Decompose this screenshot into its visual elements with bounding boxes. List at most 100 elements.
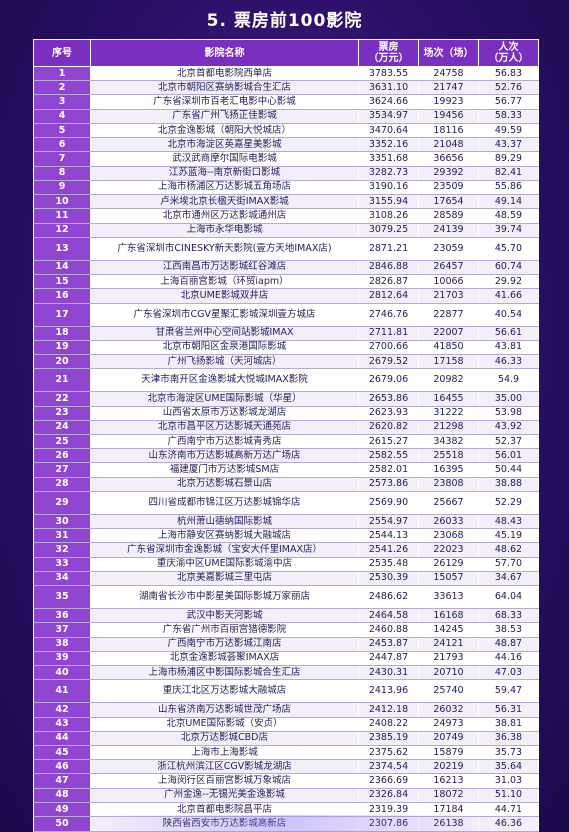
rank-cell: 27 — [33, 462, 91, 478]
box-office-cell: 2366.69 — [358, 773, 419, 789]
rank-cell: 44 — [33, 731, 91, 747]
rank-cell: 22 — [33, 391, 91, 407]
cinema-name-cell: 浙江杭州滨江区CGV影城龙湖店 — [90, 759, 359, 775]
cinema-name-cell: 江苏蓝海--南京新街口影城 — [90, 166, 359, 181]
table-row: 13 广东省深圳市CINESKY新天影院(壹方天地IMAX店) 2871.21 230… — [33, 237, 539, 261]
cinema-name-cell: 北京市通州区万达影城通州店 — [90, 208, 359, 224]
table-row: 2 北京市朝阳区赛纳影城合生汇店 3631.10 21747 52.76 — [33, 80, 539, 96]
shows-cell: 34382 — [418, 434, 479, 450]
box-office-cell: 2846.88 — [358, 260, 419, 276]
table-row: 47 上海闵行区百丽宫影城万象城店 2366.69 16213 31.03 — [33, 773, 539, 789]
shows-cell: 24973 — [418, 717, 479, 732]
cinema-name-cell: 重庆渝中区UME国际影城渝中店 — [90, 557, 359, 572]
audience-cell: 82.41 — [478, 166, 539, 181]
rank-cell: 35 — [33, 585, 91, 610]
table-row: 45 上海市上海影城 2375.62 15879 35.73 — [33, 745, 539, 761]
shows-cell: 33613 — [418, 585, 479, 610]
shows-cell: 26129 — [418, 557, 479, 572]
box-office-cell: 2375.62 — [358, 745, 419, 761]
shows-cell: 22007 — [418, 326, 479, 341]
table-row: 16 北京UME影城双井店 2812.64 21703 41.66 — [33, 288, 539, 304]
shows-cell: 10066 — [418, 274, 479, 290]
shows-cell: 21793 — [418, 651, 479, 667]
audience-cell: 49.59 — [478, 123, 539, 139]
audience-cell: 46.33 — [478, 354, 539, 370]
cinema-name-cell: 北京市朝阳区赛纳影城合生汇店 — [90, 80, 359, 96]
table-row: 50陕西省西安市万达影城高新店2307.862613846.36 — [33, 816, 539, 832]
cinema-name-cell: 北京UME国际影城（安贞） — [90, 717, 359, 732]
col-header-audience-line2: （万人） — [488, 53, 529, 64]
rank-cell: 33 — [33, 557, 91, 572]
header-row: 序号 影院名称 票房 （万元） 场次（场） 人次 （万人） — [33, 39, 539, 67]
audience-cell: 44.71 — [478, 802, 539, 818]
col-header-name: 影院名称 — [90, 39, 359, 67]
audience-cell: 57.70 — [478, 557, 539, 572]
audience-cell: 52.37 — [478, 434, 539, 450]
shows-cell: 26033 — [418, 514, 479, 530]
table-row: 7 武汉武商摩尔国际电影城 3351.68 36656 89.29 — [33, 151, 539, 167]
shows-cell: 18116 — [418, 123, 479, 139]
shows-cell: 21298 — [418, 420, 479, 435]
shows-cell: 22023 — [418, 542, 479, 558]
rank-cell: 38 — [33, 637, 91, 652]
cinema-name-cell: 上海市杨浦区中影国际影城合生汇店 — [90, 665, 359, 681]
shows-cell: 16168 — [418, 608, 479, 624]
shows-cell: 23068 — [418, 528, 479, 544]
box-office-cell: 2573.86 — [358, 477, 419, 492]
audience-cell: 48.59 — [478, 208, 539, 224]
rank-cell: 20 — [33, 354, 91, 370]
shows-cell: 14245 — [418, 622, 479, 638]
table-row: 25 广西南宁市万达影城青秀店 2615.27 34382 52.37 — [33, 434, 539, 450]
audience-cell: 60.74 — [478, 260, 539, 276]
audience-cell: 56.61 — [478, 326, 539, 341]
table-header: 序号 影院名称 票房 （万元） 场次（场） 人次 （万人） — [33, 39, 539, 67]
col-header-rank: 序号 — [33, 39, 91, 67]
table-row: 22 北京市海淀区UME国际影城（华星） 2653.86 16455 35.00 — [33, 391, 539, 407]
cinema-name-cell: 武汉武商摩尔国际电影城 — [90, 151, 359, 167]
table-row: 26 山东济南市万达影城高新万达广场店 2582.55 25518 56.01 — [33, 448, 539, 464]
rank-cell: 18 — [33, 326, 91, 341]
table-row: 44 北京万达影城CBD店 2385.19 20749 36.38 — [33, 731, 539, 747]
box-office-cell: 2812.64 — [358, 288, 419, 304]
box-office-cell: 2653.86 — [358, 391, 419, 407]
box-office-cell: 3190.16 — [358, 180, 419, 196]
shows-cell: 41850 — [418, 340, 479, 356]
box-office-cell: 2700.66 — [358, 340, 419, 356]
shows-cell: 20982 — [418, 368, 479, 393]
table-row: 5 北京金逸影城（朝阳大悦城店） 3470.64 18116 49.59 — [33, 123, 539, 139]
table-row: 32 广东省深圳市金逸影城（宝安大仟里IMAX店） 2541.26 22023 48.6… — [33, 542, 539, 558]
cinema-name-cell: 广东省深圳市CGV星聚汇影城深圳壹方城店 — [90, 303, 359, 327]
cinema-name-cell: 广东省深圳市百老汇电影中心影城 — [90, 94, 359, 110]
table-row: 46 浙江杭州滨江区CGV影城龙湖店 2374.54 20219 35.64 — [33, 759, 539, 775]
audience-cell: 46.36 — [478, 816, 539, 832]
audience-cell: 29.92 — [478, 274, 539, 290]
rank-cell: 10 — [33, 194, 91, 210]
box-office-cell: 2679.52 — [358, 354, 419, 370]
cinema-name-cell: 北京金逸影城荟聚IMAX店 — [90, 651, 359, 667]
box-office-cell: 2826.87 — [358, 274, 419, 290]
box-office-cell: 2374.54 — [358, 759, 419, 775]
cinema-name-cell: 广西南宁市万达影城青秀店 — [90, 434, 359, 450]
shows-cell: 23509 — [418, 180, 479, 196]
box-office-cell: 3108.26 — [358, 208, 419, 224]
cinema-name-cell: 四川省成都市锦江区万达影城锦华店 — [90, 491, 359, 515]
shows-cell: 20710 — [418, 665, 479, 681]
shows-cell: 22877 — [418, 303, 479, 327]
box-office-cell: 3079.25 — [358, 223, 419, 238]
rank-cell: 4 — [33, 109, 91, 124]
rank-cell: 8 — [33, 166, 91, 181]
table-row: 27 福建厦门市万达影城SM店 2582.01 16395 50.44 — [33, 462, 539, 478]
rank-cell: 34 — [33, 571, 91, 587]
table-row: 12 上海市永华电影城 3079.25 24139 39.74 — [33, 223, 539, 238]
audience-cell: 64.04 — [478, 585, 539, 610]
shows-cell: 26138 — [418, 816, 479, 832]
table-row: 9 上海市杨浦区万达影城五角场店 3190.16 23509 55.86 — [33, 180, 539, 196]
box-office-cell: 2541.26 — [358, 542, 419, 558]
box-office-cell: 2746.76 — [358, 303, 419, 327]
shows-cell: 21703 — [418, 288, 479, 304]
audience-cell: 43.92 — [478, 420, 539, 435]
cinema-name-cell: 北京万达影城CBD店 — [90, 731, 359, 747]
shows-cell: 25667 — [418, 491, 479, 515]
shows-cell: 25740 — [418, 679, 479, 704]
box-office-cell: 2623.93 — [358, 406, 419, 421]
